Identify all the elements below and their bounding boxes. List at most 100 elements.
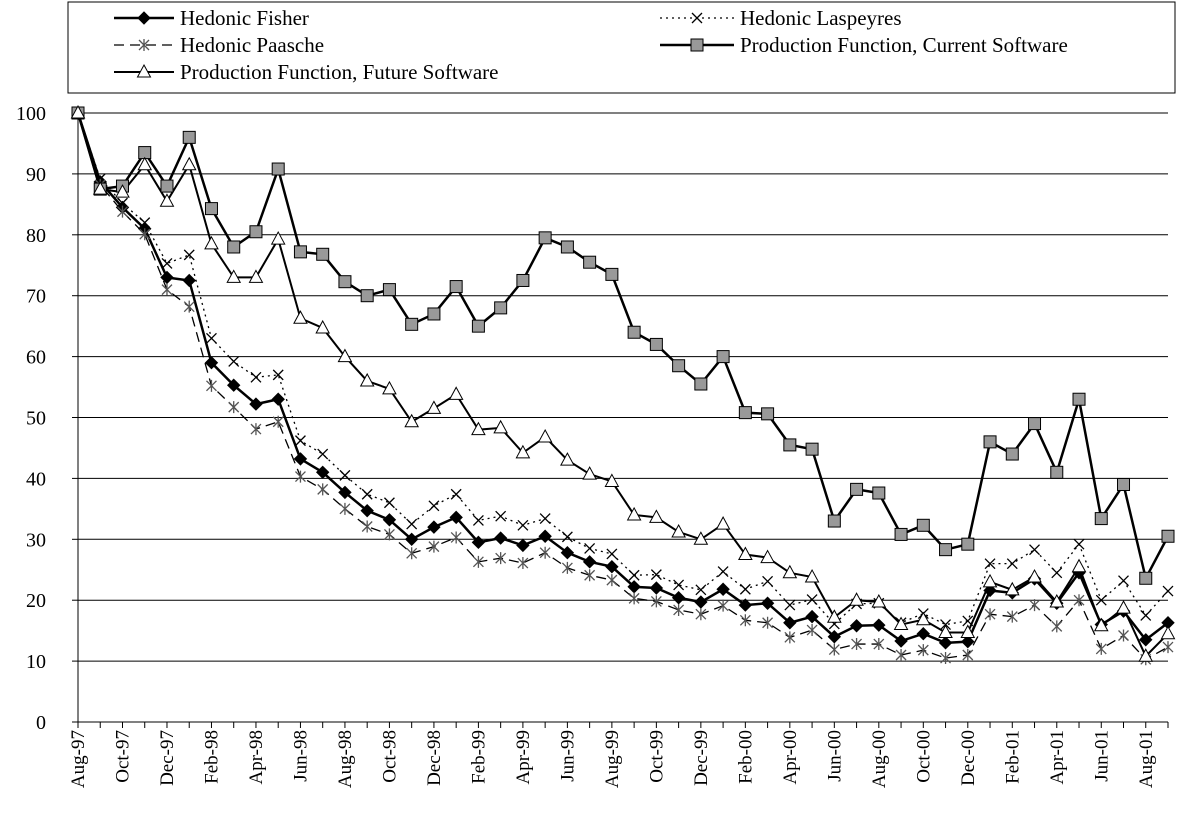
marker xyxy=(649,337,663,351)
marker xyxy=(1139,571,1153,585)
marker xyxy=(139,217,151,229)
marker xyxy=(1118,629,1129,642)
marker xyxy=(1073,538,1085,550)
marker xyxy=(228,356,240,367)
marker xyxy=(383,497,395,509)
marker xyxy=(1094,512,1108,526)
marker xyxy=(960,624,976,638)
marker xyxy=(717,566,729,578)
x-tick-label: Jun-98 xyxy=(290,730,311,782)
marker xyxy=(294,470,306,483)
marker xyxy=(139,228,151,241)
x-tick-label: Jun-99 xyxy=(557,730,578,782)
y-tick-label: 50 xyxy=(26,408,46,430)
marker xyxy=(628,592,640,605)
series-line xyxy=(77,112,1169,661)
marker xyxy=(560,240,574,254)
marker xyxy=(650,595,662,608)
marker xyxy=(626,506,642,521)
marker xyxy=(917,644,929,657)
marker xyxy=(1029,544,1040,556)
marker xyxy=(338,485,352,500)
marker xyxy=(183,249,195,261)
marker xyxy=(317,483,329,496)
x-tick-label: Dec-97 xyxy=(157,730,178,786)
marker xyxy=(1095,594,1107,606)
marker xyxy=(493,419,508,434)
marker xyxy=(1051,567,1063,579)
x-tick-label: Feb-99 xyxy=(468,730,489,784)
marker xyxy=(517,519,529,531)
marker xyxy=(693,531,709,545)
marker xyxy=(873,638,885,651)
marker xyxy=(449,510,463,525)
marker xyxy=(317,448,329,460)
marker xyxy=(360,503,374,518)
axes: 0 10 20 30 40 50 60 70 80 90 100 Aug-97 Oct-97 Dec-97… xyxy=(16,103,1169,788)
marker xyxy=(183,300,195,313)
marker xyxy=(1117,477,1131,491)
marker xyxy=(606,548,618,560)
marker xyxy=(762,575,774,587)
marker xyxy=(537,428,553,443)
x-tick-label: Jun-01 xyxy=(1091,730,1112,782)
marker xyxy=(204,235,219,250)
marker xyxy=(916,518,930,532)
marker xyxy=(1118,575,1129,587)
marker xyxy=(805,442,819,456)
marker xyxy=(160,179,174,193)
marker xyxy=(893,616,909,631)
marker xyxy=(1160,625,1176,640)
x-tick-label: Dec-98 xyxy=(424,730,445,786)
marker xyxy=(828,643,840,656)
x-tick-label: Dec-00 xyxy=(958,730,979,786)
legend-label: Hedonic Fisher xyxy=(180,6,309,30)
marker xyxy=(495,510,507,522)
marker xyxy=(1004,581,1020,596)
marker xyxy=(961,537,975,551)
marker xyxy=(915,611,931,626)
y-tick-label: 40 xyxy=(26,468,46,490)
marker xyxy=(1162,585,1174,597)
marker xyxy=(717,599,729,612)
marker xyxy=(204,355,219,370)
marker xyxy=(673,579,685,591)
marker xyxy=(161,283,173,296)
marker xyxy=(1005,447,1019,461)
marker xyxy=(160,270,174,285)
marker xyxy=(962,649,974,662)
marker xyxy=(628,569,640,581)
marker xyxy=(1006,558,1018,570)
x-tick-label: Jun-00 xyxy=(824,730,845,782)
marker xyxy=(493,531,508,545)
marker xyxy=(449,280,463,294)
marker xyxy=(738,598,753,612)
marker xyxy=(1027,569,1042,583)
marker xyxy=(383,528,395,541)
marker xyxy=(471,319,485,333)
marker xyxy=(939,543,953,557)
marker xyxy=(805,609,819,624)
legend-marker xyxy=(690,38,704,52)
marker xyxy=(783,616,797,630)
marker xyxy=(538,529,552,543)
marker xyxy=(271,162,285,176)
legend-marker xyxy=(137,11,151,25)
marker xyxy=(983,435,997,449)
marker xyxy=(784,599,796,611)
y-tick-label: 90 xyxy=(26,164,46,186)
marker xyxy=(1139,633,1153,647)
marker xyxy=(361,488,373,500)
marker xyxy=(984,558,996,570)
marker xyxy=(406,547,418,560)
marker xyxy=(472,514,484,526)
marker xyxy=(471,421,486,436)
markers xyxy=(70,104,1176,666)
lines xyxy=(76,112,1170,661)
marker xyxy=(1006,610,1018,623)
marker xyxy=(339,502,351,515)
marker xyxy=(250,371,262,383)
legend-marker xyxy=(138,39,150,51)
series-line xyxy=(76,112,1170,582)
marker xyxy=(605,267,619,281)
